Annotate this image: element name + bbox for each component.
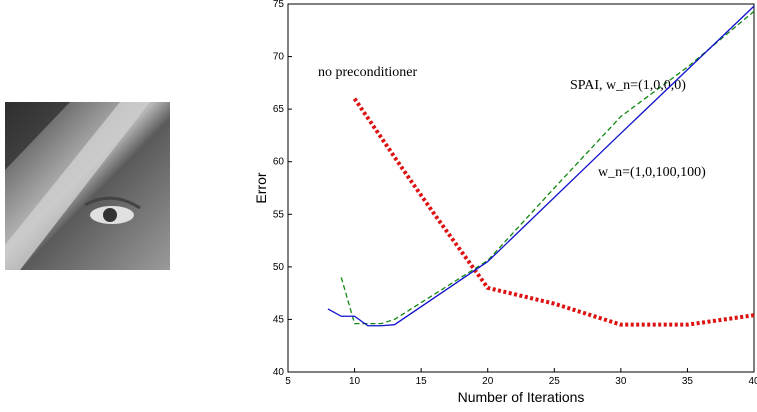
x-axis-title: Number of Iterations [458, 389, 585, 405]
photo [5, 102, 170, 270]
y-tick-label: 50 [273, 262, 285, 273]
x-tick-label: 35 [682, 376, 694, 387]
series-line [340, 10, 755, 325]
x-tick-label: 30 [615, 376, 627, 387]
x-tick-label: 15 [416, 376, 428, 387]
series-label: no preconditioner [318, 65, 417, 80]
series-label: w_n=(1,0,100,100) [598, 165, 706, 180]
x-tick-label: 20 [482, 376, 494, 387]
series-line [352, 97, 755, 327]
y-tick-label: 40 [273, 367, 285, 378]
series-label: SPAI, w_n=(1,0,0,0) [570, 78, 686, 93]
x-tick-label: 10 [349, 376, 361, 387]
x-tick-label: 25 [549, 376, 561, 387]
plot-frame [287, 3, 755, 373]
chart: Number of Iterations Error 5 10 15 20 25 30 35… [253, 0, 757, 405]
y-tick-label: 60 [273, 157, 285, 168]
series-line [327, 5, 755, 327]
y-tick-label: 70 [273, 52, 285, 63]
y-tick-label: 55 [273, 209, 285, 220]
y-tick-label: 75 [273, 0, 285, 10]
x-tick-label: 5 [285, 376, 291, 387]
x-tick-label: 40 [748, 376, 757, 387]
y-tick-label: 45 [273, 314, 285, 325]
y-axis-title: Error [253, 172, 269, 203]
y-tick-label: 65 [273, 104, 285, 115]
